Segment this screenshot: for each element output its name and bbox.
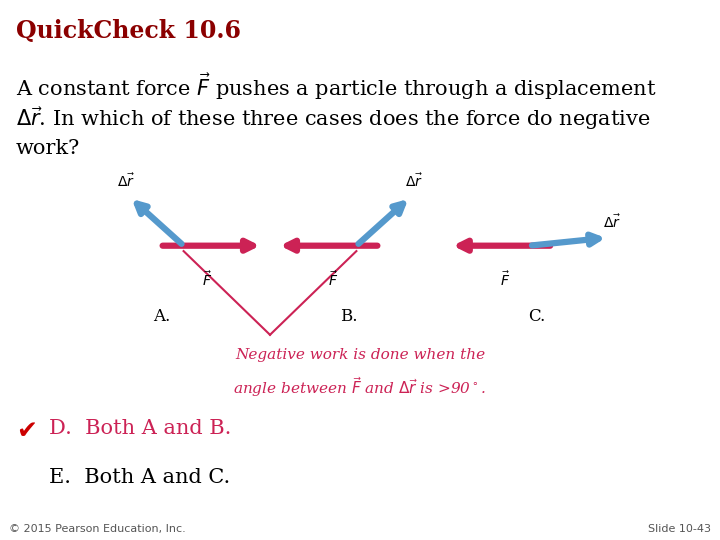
Text: $\Delta\vec{r}$: $\Delta\vec{r}$ [603,213,621,231]
Text: A constant force $\vec{F}$ pushes a particle through a displacement: A constant force $\vec{F}$ pushes a part… [16,71,657,102]
Text: C.: C. [528,308,545,325]
Text: $\vec{F}$: $\vec{F}$ [500,270,510,288]
Text: © 2015 Pearson Education, Inc.: © 2015 Pearson Education, Inc. [9,523,185,534]
Text: D.  Both A and B.: D. Both A and B. [49,418,231,437]
Text: $\Delta\vec{r}$. In which of these three cases does the force do negative: $\Delta\vec{r}$. In which of these three… [16,105,650,132]
Text: work?: work? [16,139,80,158]
Text: $\Delta\vec{r}$: $\Delta\vec{r}$ [117,172,135,190]
Text: Slide 10-43: Slide 10-43 [649,523,711,534]
Text: B.: B. [341,308,358,325]
Text: ✔: ✔ [16,418,37,442]
Text: angle between $\vec{F}$ and $\Delta\vec{r}$ is >90$^\circ$.: angle between $\vec{F}$ and $\Delta\vec{… [233,375,487,399]
Text: $\Delta\vec{r}$: $\Delta\vec{r}$ [405,172,423,190]
Text: QuickCheck 10.6: QuickCheck 10.6 [16,19,240,43]
Text: E.  Both A and C.: E. Both A and C. [49,468,230,487]
Text: $\vec{F}$: $\vec{F}$ [328,270,338,288]
Text: $\vec{F}$: $\vec{F}$ [202,270,212,288]
Text: Negative work is done when the: Negative work is done when the [235,348,485,362]
Text: A.: A. [153,308,171,325]
